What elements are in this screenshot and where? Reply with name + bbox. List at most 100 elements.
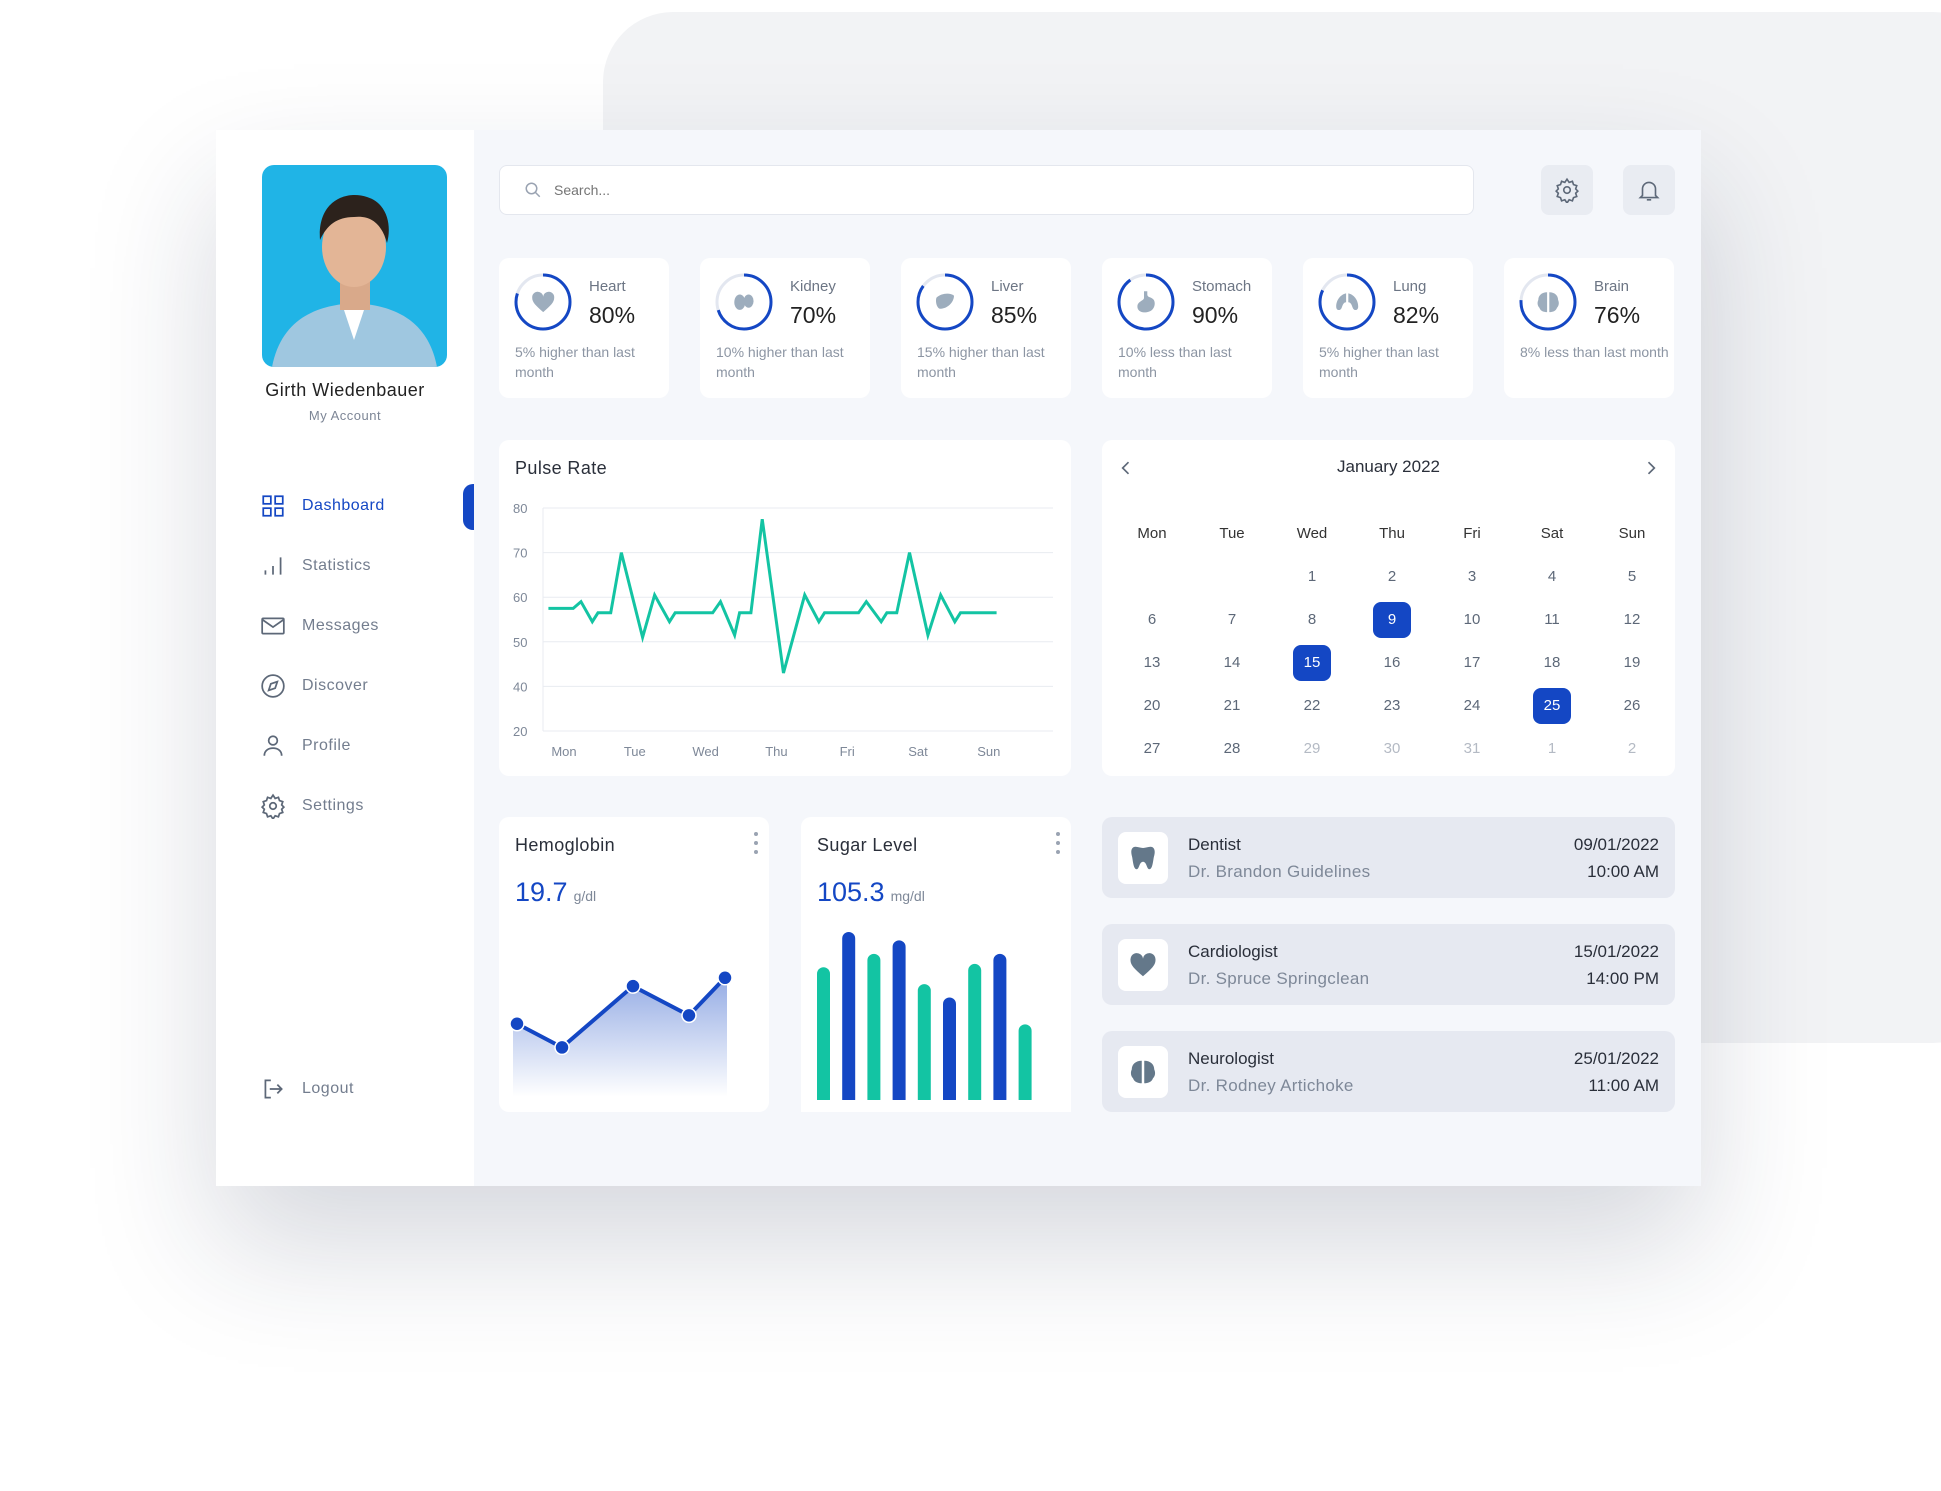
calendar-day[interactable]: 15 [1272, 641, 1352, 684]
appointment-type: Neurologist [1188, 1049, 1274, 1068]
calendar-day[interactable]: 16 [1383, 654, 1401, 671]
search-input[interactable] [554, 182, 1354, 198]
calendar-day[interactable]: 9 [1352, 598, 1432, 641]
calendar-day[interactable]: 18 [1543, 654, 1561, 671]
sugar-bar [842, 932, 856, 1106]
grid-icon [262, 495, 284, 517]
x-tick-label: Tue [624, 744, 646, 759]
calendar-day[interactable]: 14 [1223, 654, 1241, 671]
sidebar-item-profile[interactable]: Profile [260, 726, 351, 766]
appointment-icon-box [1118, 1046, 1168, 1098]
notifications-button[interactable] [1623, 165, 1675, 215]
calendar-day[interactable]: 25 [1512, 684, 1592, 727]
card-title: Hemoglobin [515, 835, 616, 855]
y-tick-label: 80 [513, 501, 527, 516]
gear-icon [1555, 177, 1579, 203]
sugar-level-card: Sugar Level 105.3 mg/dl [801, 817, 1071, 1112]
calendar-day[interactable]: 21 [1223, 697, 1241, 714]
avatar[interactable] [262, 165, 447, 367]
calendar-day[interactable]: 12 [1623, 611, 1641, 628]
progress-ring [715, 273, 773, 331]
sidebar-item-label: Discover [302, 677, 369, 694]
card-title: Pulse Rate [515, 458, 608, 478]
calendar-day[interactable]: 4 [1547, 568, 1557, 585]
calendar-day[interactable]: 2 [1387, 568, 1397, 585]
stat-value: 85% [991, 302, 1038, 328]
more-options-icon[interactable] [753, 831, 759, 855]
y-tick-label: 40 [513, 679, 527, 694]
calendar-day[interactable]: 6 [1147, 611, 1157, 628]
stat-card-stomach[interactable]: Stomach 90% 10% less than last month [1102, 258, 1272, 398]
stat-card-brain[interactable]: Brain 76% 8% less than last month [1504, 258, 1674, 398]
appointment-type: Cardiologist [1188, 942, 1278, 961]
weekday-label: Wed [1296, 525, 1328, 542]
stat-note: 8% less than last month [1520, 344, 1669, 360]
calendar-day[interactable]: 26 [1623, 697, 1641, 714]
calendar-day[interactable]: 20 [1143, 697, 1161, 714]
appointment-type: Dentist [1188, 835, 1241, 854]
calendar-day[interactable]: 13 [1143, 654, 1161, 671]
calendar-day[interactable]: 8 [1307, 611, 1317, 628]
appointment-item[interactable]: Neurologist Dr. Rodney Artichoke 25/01/2… [1102, 1031, 1675, 1112]
bar-chart-icon [264, 557, 282, 575]
chevron-left-icon[interactable] [1116, 458, 1136, 478]
sidebar-item-discover[interactable]: Discover [260, 666, 368, 706]
calendar-day[interactable]: 19 [1623, 654, 1641, 671]
stat-label: Liver [991, 278, 1024, 295]
calendar-day[interactable]: 7 [1227, 611, 1237, 628]
settings-button[interactable] [1541, 165, 1593, 215]
bar-base-mask [801, 1100, 1071, 1112]
calendar-day[interactable]: 1 [1547, 740, 1557, 757]
calendar-day[interactable]: 28 [1223, 740, 1241, 757]
calendar-day[interactable]: 10 [1463, 611, 1481, 628]
calendar-day[interactable]: 3 [1467, 568, 1477, 585]
x-tick-label: Thu [765, 744, 787, 759]
stat-card-kidney[interactable]: Kidney 70% 10% higher than last month [700, 258, 870, 398]
dashboard-app: Girth Wiedenbauer My Account Dashboard S… [216, 130, 1701, 1186]
weekday-label: Sun [1618, 525, 1646, 542]
lung-icon [1336, 293, 1359, 311]
stat-value: 90% [1192, 302, 1239, 328]
search-bar[interactable] [499, 165, 1474, 215]
calendar-day[interactable]: 31 [1463, 740, 1481, 757]
calendar-day[interactable]: 30 [1383, 740, 1401, 757]
stat-label: Lung [1393, 278, 1427, 295]
calendar-day[interactable]: 27 [1143, 740, 1161, 757]
calendar-day[interactable]: 5 [1627, 568, 1637, 585]
appointment-doctor: Dr. Rodney Artichoke [1188, 1076, 1354, 1095]
sidebar-item-messages[interactable]: Messages [260, 606, 379, 646]
calendar-day[interactable]: 22 [1303, 697, 1321, 714]
compass-icon [261, 674, 285, 698]
sugar-bar [1018, 1024, 1032, 1106]
stat-value: 76% [1594, 302, 1641, 328]
calendar-day[interactable]: 11 [1544, 611, 1560, 628]
more-options-icon[interactable] [1055, 831, 1061, 855]
logout-button[interactable]: Logout [260, 1069, 354, 1109]
calendar-day[interactable]: 1 [1307, 568, 1317, 585]
stat-card-lung[interactable]: Lung 82% 5% higher than last month [1303, 258, 1473, 398]
appointment-icon-box [1118, 832, 1168, 884]
appointment-time: 10:00 AM [1587, 862, 1659, 881]
calendar-day[interactable]: 24 [1463, 697, 1481, 714]
sidebar-item-statistics[interactable]: Statistics [260, 546, 371, 586]
sidebar: Girth Wiedenbauer My Account Dashboard S… [216, 130, 474, 1186]
x-tick-label: Fri [840, 744, 855, 759]
my-account-link[interactable]: My Account [308, 408, 382, 423]
appointment-item[interactable]: Cardiologist Dr. Spruce Springclean 15/0… [1102, 924, 1675, 1005]
hemoglobin-chart [509, 970, 733, 1097]
sugar-value: 105.3 mg/dl [817, 877, 925, 907]
chevron-right-icon[interactable] [1641, 458, 1661, 478]
stat-card-liver[interactable]: Liver 85% 15% higher than last month [901, 258, 1071, 398]
calendar-day[interactable]: 23 [1383, 697, 1401, 714]
stat-card-heart[interactable]: Heart 80% 5% higher than last month [499, 258, 669, 398]
sidebar-item-dashboard[interactable]: Dashboard [260, 486, 385, 526]
calendar-day[interactable]: 29 [1303, 740, 1321, 757]
appointment-item[interactable]: Dentist Dr. Brandon Guidelines 09/01/202… [1102, 817, 1675, 898]
weekday-label: Thu [1379, 525, 1405, 542]
pulse-rate-card: Pulse Rate 80 70 60 50 40 20 Mon Tue Wed Thu Fri Sa… [499, 440, 1071, 776]
x-tick-label: Sat [908, 744, 928, 759]
calendar-day[interactable]: 17 [1463, 654, 1481, 671]
sidebar-item-settings[interactable]: Settings [260, 786, 364, 826]
calendar-day[interactable]: 2 [1627, 740, 1637, 757]
calendar-month: January 2022 [1336, 457, 1441, 476]
